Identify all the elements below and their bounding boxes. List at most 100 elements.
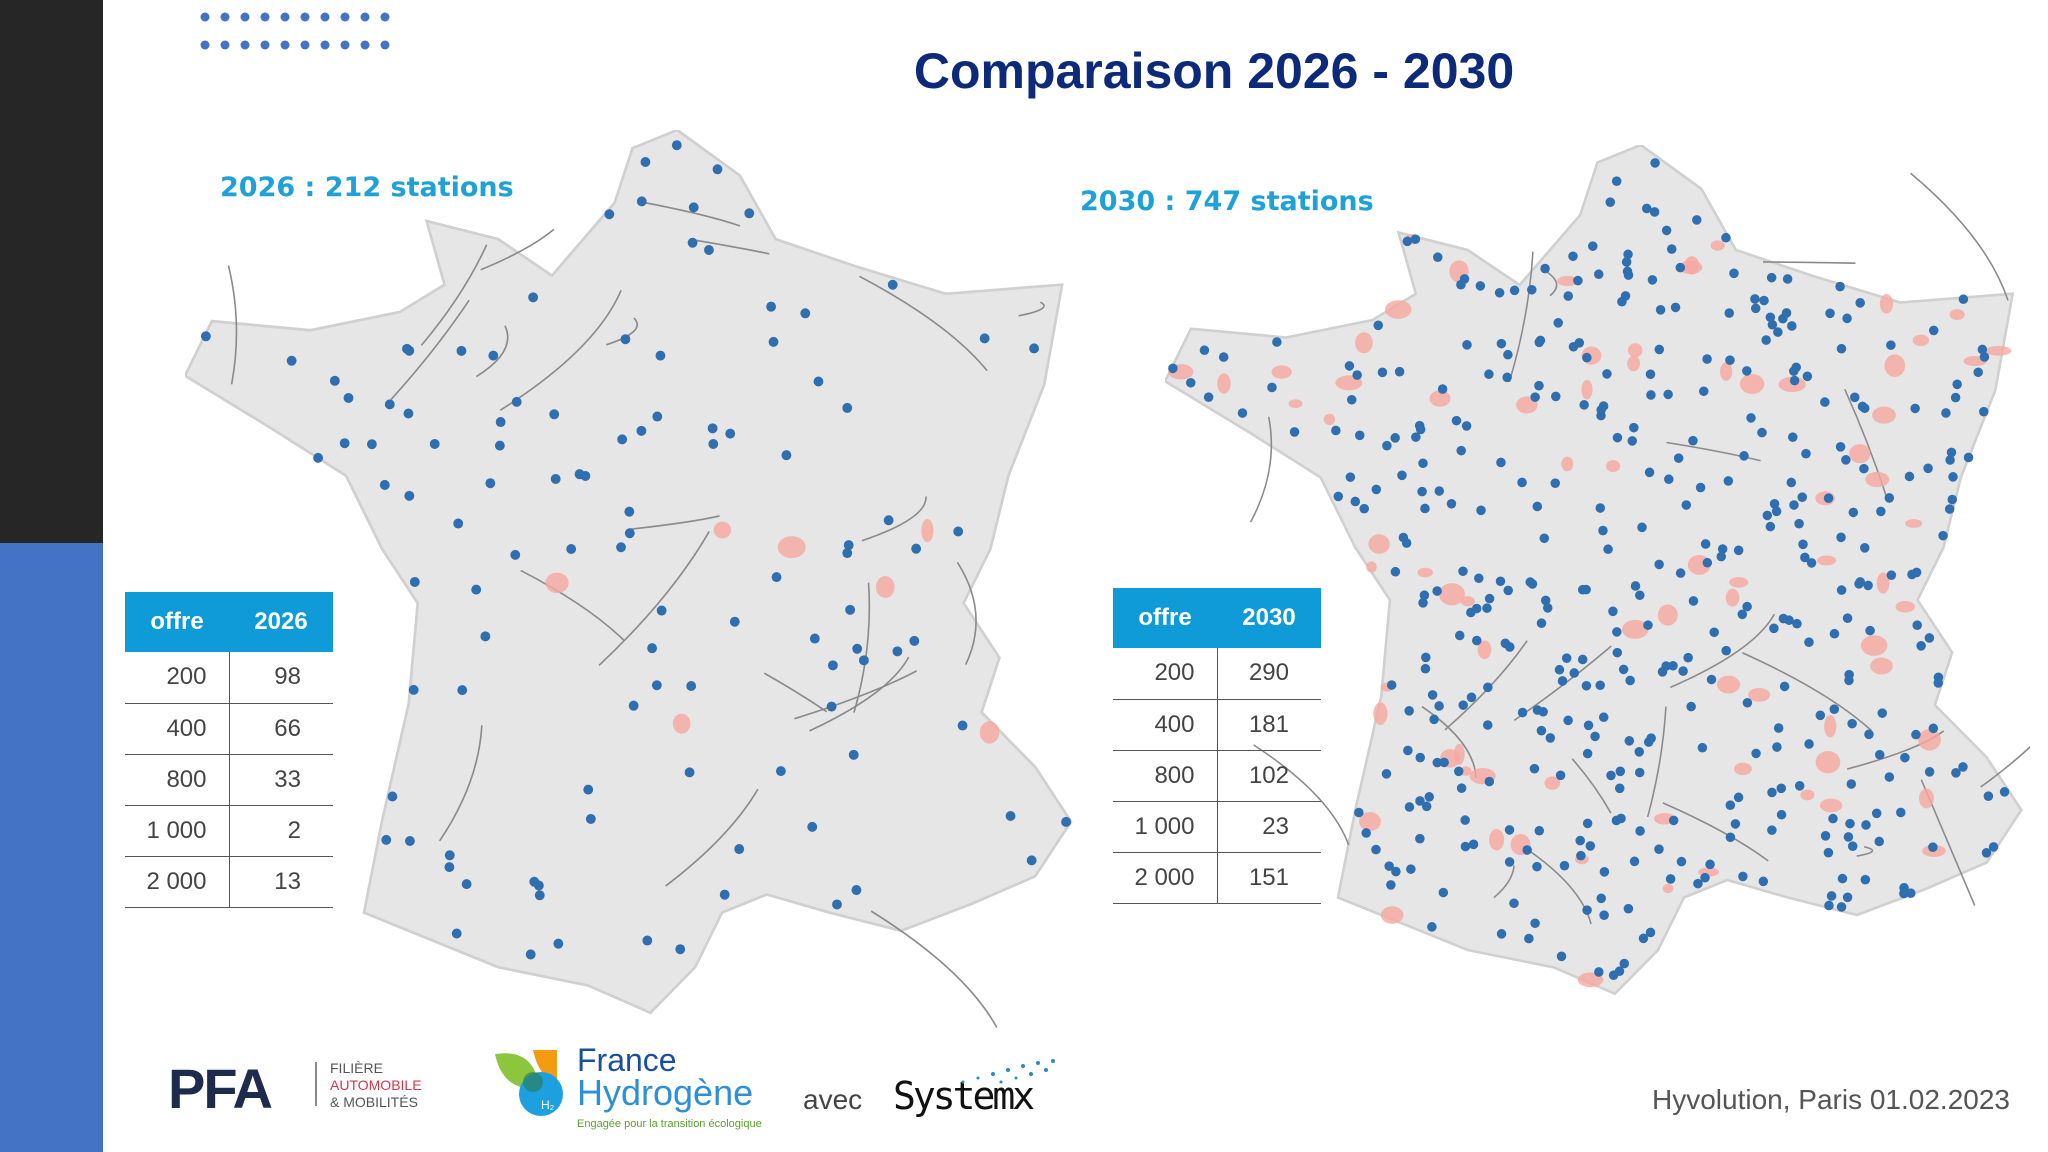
station-marker bbox=[892, 646, 903, 657]
station-marker bbox=[1634, 767, 1645, 778]
station-marker bbox=[1456, 783, 1467, 793]
station-marker bbox=[1554, 664, 1565, 675]
station-marker bbox=[1419, 590, 1430, 601]
demand-zone bbox=[1879, 293, 1894, 314]
avec-text: avec bbox=[803, 1084, 863, 1115]
station-marker bbox=[1938, 530, 1948, 541]
station-marker bbox=[1688, 596, 1699, 606]
station-marker bbox=[1729, 268, 1739, 279]
station-marker bbox=[771, 572, 782, 583]
station-marker bbox=[1863, 580, 1873, 591]
station-marker bbox=[457, 685, 468, 696]
demand-zone bbox=[1627, 355, 1641, 372]
station-marker bbox=[1524, 933, 1534, 944]
pfa-mark: PFA bbox=[168, 1057, 273, 1120]
station-marker bbox=[1496, 457, 1506, 468]
deco-dot bbox=[300, 12, 310, 22]
station-marker bbox=[1418, 458, 1428, 469]
station-marker bbox=[1611, 176, 1622, 187]
station-marker bbox=[1432, 757, 1443, 768]
deco-dot bbox=[300, 40, 310, 50]
table-row: 1 000 2 bbox=[125, 805, 333, 857]
station-marker bbox=[1766, 272, 1777, 283]
station-marker bbox=[1458, 700, 1468, 710]
station-marker bbox=[1789, 375, 1800, 386]
demand-zone bbox=[1288, 399, 1303, 409]
demand-zone bbox=[1368, 534, 1390, 554]
station-marker bbox=[1757, 427, 1767, 438]
road-line bbox=[1910, 172, 2009, 301]
deco-dot bbox=[200, 40, 210, 50]
station-marker bbox=[1905, 888, 1916, 899]
station-marker bbox=[1582, 748, 1593, 759]
sidebar-dark-band bbox=[0, 0, 103, 543]
station-marker bbox=[1836, 532, 1846, 543]
station-marker bbox=[1758, 876, 1769, 887]
deco-dot bbox=[260, 40, 270, 50]
station-marker bbox=[1598, 712, 1609, 723]
demand-zone bbox=[1870, 657, 1893, 675]
demand-zone bbox=[1918, 729, 1941, 751]
station-marker bbox=[1871, 808, 1882, 819]
col-2030: 2030 bbox=[1217, 588, 1321, 648]
station-marker bbox=[1761, 335, 1771, 345]
station-marker bbox=[1551, 391, 1561, 402]
station-marker bbox=[1828, 813, 1838, 824]
station-marker bbox=[1801, 448, 1811, 459]
station-marker bbox=[1168, 363, 1178, 374]
station-marker bbox=[1789, 366, 1799, 376]
station-marker bbox=[1581, 680, 1592, 691]
station-marker bbox=[1611, 815, 1622, 826]
station-marker bbox=[1789, 500, 1799, 510]
hydrogene-tagline: Engagée pour la transition écologique bbox=[577, 1118, 762, 1130]
road-line bbox=[1571, 758, 1612, 814]
station-marker bbox=[671, 140, 682, 151]
station-marker bbox=[1787, 321, 1797, 331]
demand-zone bbox=[1800, 789, 1815, 801]
station-marker bbox=[1950, 392, 1961, 403]
road-line bbox=[606, 317, 638, 346]
station-marker bbox=[1563, 291, 1574, 301]
station-marker bbox=[1582, 818, 1593, 829]
station-marker bbox=[1730, 819, 1741, 829]
station-marker bbox=[1451, 415, 1462, 426]
station-marker bbox=[366, 439, 377, 450]
deco-dot bbox=[220, 12, 230, 22]
station-marker bbox=[1860, 543, 1870, 553]
road-line bbox=[870, 910, 998, 1029]
station-marker bbox=[1643, 620, 1653, 630]
station-marker bbox=[1530, 392, 1540, 402]
station-marker bbox=[1505, 642, 1515, 652]
station-marker bbox=[451, 928, 462, 939]
demand-zone bbox=[1985, 345, 2012, 356]
demand-zone bbox=[1710, 240, 1725, 251]
cell: 102 bbox=[1217, 750, 1321, 802]
road-line bbox=[480, 228, 555, 271]
table-row: 200 290 bbox=[1113, 648, 1321, 700]
station-marker bbox=[1534, 825, 1545, 836]
station-marker bbox=[1599, 910, 1609, 921]
france-hydrogene-logo: H₂ France Hydrogène Engagée pour la tran… bbox=[495, 1044, 775, 1138]
station-marker bbox=[1434, 701, 1444, 711]
footer-event-date: Hyvolution, Paris 01.02.2023 bbox=[1652, 1084, 2010, 1115]
station-marker bbox=[1602, 369, 1612, 379]
station-marker bbox=[1608, 606, 1618, 617]
station-marker bbox=[1437, 384, 1448, 394]
station-marker bbox=[444, 850, 455, 861]
station-marker bbox=[583, 784, 594, 795]
station-marker bbox=[1354, 430, 1365, 441]
station-marker bbox=[688, 202, 699, 213]
station-marker bbox=[725, 428, 736, 439]
station-marker bbox=[1886, 340, 1896, 350]
station-marker bbox=[1835, 281, 1845, 292]
station-marker bbox=[1579, 400, 1589, 410]
station-marker bbox=[1733, 545, 1744, 556]
demand-zone bbox=[1865, 471, 1890, 488]
road-line bbox=[809, 656, 910, 732]
deco-dot bbox=[240, 40, 250, 50]
road-line bbox=[859, 275, 988, 372]
station-marker bbox=[1432, 586, 1442, 596]
france-map-2030 bbox=[1165, 145, 2030, 996]
station-marker bbox=[1598, 525, 1608, 536]
station-marker bbox=[488, 350, 499, 361]
